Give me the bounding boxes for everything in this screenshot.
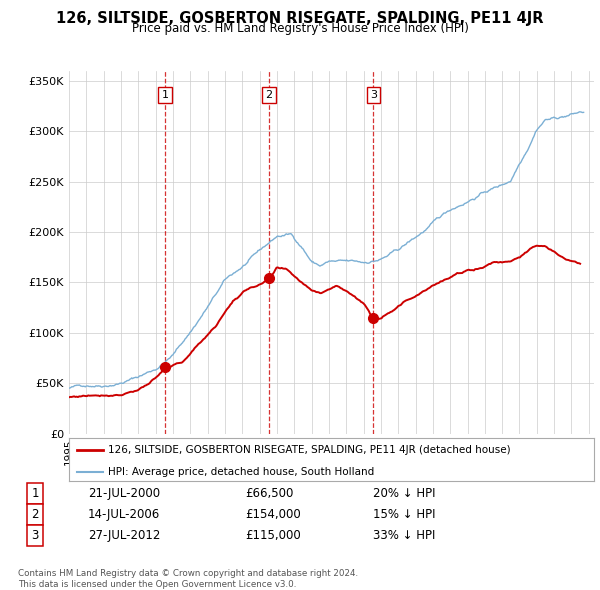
Text: £66,500: £66,500 [245,487,293,500]
Text: 2: 2 [265,90,272,100]
Text: 126, SILTSIDE, GOSBERTON RISEGATE, SPALDING, PE11 4JR (detached house): 126, SILTSIDE, GOSBERTON RISEGATE, SPALD… [109,445,511,455]
Text: 2: 2 [32,508,39,521]
Text: 126, SILTSIDE, GOSBERTON RISEGATE, SPALDING, PE11 4JR: 126, SILTSIDE, GOSBERTON RISEGATE, SPALD… [56,11,544,25]
Text: 33% ↓ HPI: 33% ↓ HPI [373,529,435,542]
Text: 15% ↓ HPI: 15% ↓ HPI [373,508,436,521]
Text: 1: 1 [32,487,39,500]
Text: HPI: Average price, detached house, South Holland: HPI: Average price, detached house, Sout… [109,467,374,477]
Text: 3: 3 [32,529,39,542]
Text: Price paid vs. HM Land Registry's House Price Index (HPI): Price paid vs. HM Land Registry's House … [131,22,469,35]
Text: Contains HM Land Registry data © Crown copyright and database right 2024.
This d: Contains HM Land Registry data © Crown c… [18,569,358,589]
Text: 27-JUL-2012: 27-JUL-2012 [88,529,160,542]
Text: £115,000: £115,000 [245,529,301,542]
Text: £154,000: £154,000 [245,508,301,521]
Text: 21-JUL-2000: 21-JUL-2000 [88,487,160,500]
Text: 3: 3 [370,90,377,100]
Text: 1: 1 [161,90,169,100]
Text: 14-JUL-2006: 14-JUL-2006 [88,508,160,521]
Text: 20% ↓ HPI: 20% ↓ HPI [373,487,436,500]
